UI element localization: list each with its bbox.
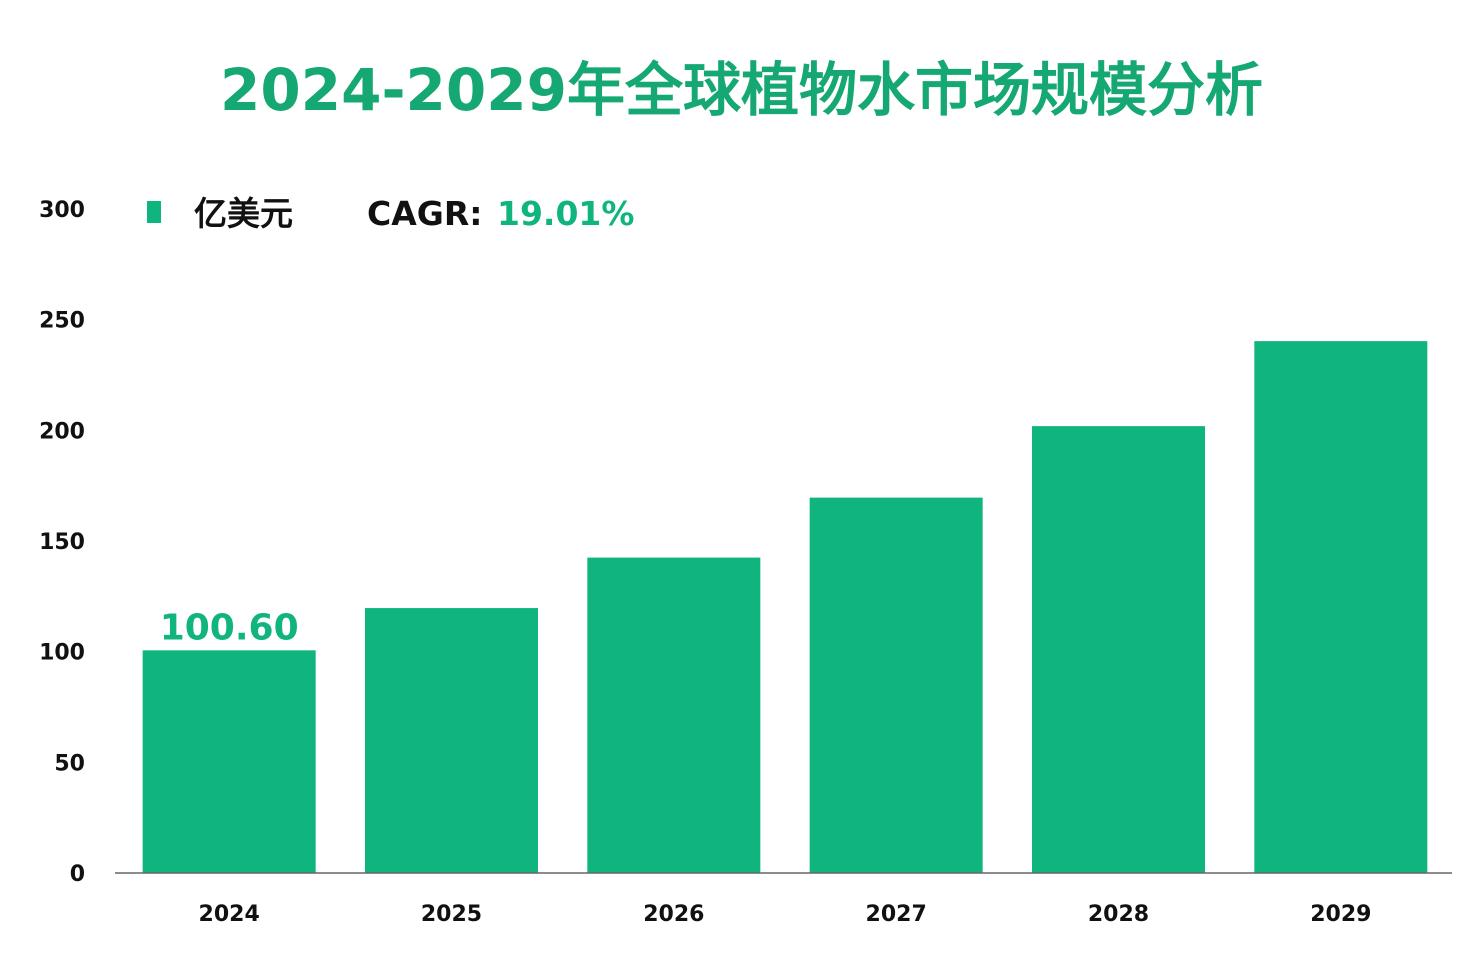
data-labels: 100.60 [160, 607, 299, 648]
cagr-label: CAGR: [367, 194, 482, 233]
x-tick-label-2029: 2029 [1310, 902, 1371, 927]
cagr-value: 19.01% [497, 194, 634, 233]
bar-2025 [365, 608, 538, 873]
y-tick-label: 200 [39, 419, 85, 444]
legend: 亿美元 CAGR: 19.01% [147, 194, 634, 233]
bar-2026 [587, 557, 761, 873]
x-tick-label-2028: 2028 [1088, 902, 1149, 927]
chart-title: 2024-2029年全球植物水市场规模分析 [220, 56, 1263, 124]
y-axis: 0 50 100 150 200 250 300 [39, 198, 85, 887]
x-axis: 2024 2025 2026 2027 2028 2029 [199, 902, 1372, 927]
x-tick-label-2024: 2024 [199, 902, 260, 927]
x-tick-label-2026: 2026 [643, 902, 704, 927]
bar-2024 [142, 650, 316, 873]
y-tick-label: 50 [54, 751, 85, 776]
legend-label: 亿美元 [194, 194, 293, 233]
bar-2028 [1032, 426, 1205, 873]
bars [142, 341, 1428, 873]
y-tick-label: 0 [70, 862, 85, 887]
legend-swatch [147, 201, 161, 223]
y-tick-label: 300 [39, 198, 85, 223]
y-tick-label: 250 [39, 309, 85, 334]
x-tick-label-2027: 2027 [866, 902, 927, 927]
y-tick-label: 150 [39, 530, 85, 555]
data-label-2024: 100.60 [160, 607, 299, 648]
bar-2027 [809, 497, 983, 873]
x-tick-label-2025: 2025 [421, 902, 482, 927]
bar-2029 [1254, 341, 1428, 873]
y-tick-label: 100 [39, 641, 85, 666]
